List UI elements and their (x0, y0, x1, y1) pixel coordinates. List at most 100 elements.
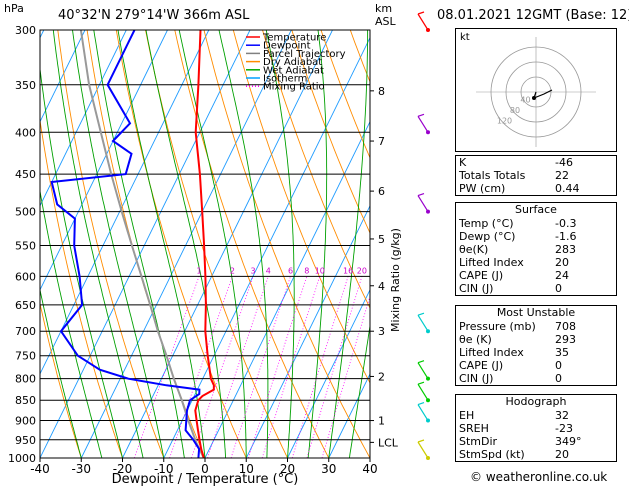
mixing-ratio-label: 8 (304, 266, 309, 275)
isotherm-line (40, 30, 86, 123)
hodograph-ring-label: 80 (510, 106, 520, 115)
index-row-totals: Totals Totals 22 (456, 169, 616, 182)
legend-entry: Mixing Ratio (263, 82, 325, 93)
km-tick-label: 4 (378, 280, 385, 293)
x-axis-label: Dewpoint / Temperature (°C) (112, 472, 299, 486)
mixing-ratio-lines: 1 2 3 4 6 8 10 16 20 25 (133, 266, 381, 458)
most-unstable-table: Most Unstable Pressure (mb) 708 θe (K) 293 L… (455, 305, 617, 386)
wet-adiabat-line (265, 30, 295, 458)
wind-barb-flag (417, 360, 425, 364)
surface-table: Surface Temp (°C) -0.3 Dewp (°C) -1.6 θe(K) 2… (455, 202, 617, 296)
index-label: PW (cm) (459, 182, 506, 195)
pressure-tick-label: 750 (15, 350, 36, 363)
surface-title: Surface (515, 203, 557, 216)
row-value: 35 (555, 346, 569, 359)
x-tick-label: 30 (321, 462, 336, 476)
row-value: 708 (555, 320, 576, 333)
row-value: 20 (555, 256, 569, 269)
table-row: CIN (J) 0 (456, 282, 616, 295)
index-row-pw: PW (cm) 0.44 (456, 182, 616, 195)
km-tick-label: 7 (378, 135, 385, 148)
table-row: θe (K) 293 (456, 333, 616, 346)
mixing-ratio-label: 2 (230, 266, 235, 275)
wind-barb (417, 115, 429, 133)
isotherm-line (40, 30, 251, 458)
table-row: StmSpd (kt) 20 (456, 448, 616, 461)
km-tick-label: 5 (378, 233, 385, 246)
wet-adiabat-line (348, 323, 370, 458)
row-label: StmDir (459, 435, 498, 448)
index-value: 22 (555, 169, 569, 182)
row-value: -23 (555, 422, 573, 435)
wind-barb (417, 195, 429, 212)
most-unstable-rows: Pressure (mb) 708 θe (K) 293 Lifted Index 35 C… (456, 320, 616, 385)
wind-barbs (417, 11, 430, 460)
row-value: 0 (555, 359, 562, 372)
sounding-profiles (50, 30, 215, 458)
row-value: 32 (555, 409, 569, 422)
hodograph-ring-label: 120 (497, 117, 512, 126)
row-value: 24 (555, 269, 569, 282)
table-row: EH 32 (456, 409, 616, 422)
row-value: -1.6 (555, 230, 577, 243)
wet-adiabat-line (72, 30, 165, 458)
row-label: Dewp (°C) (459, 230, 516, 243)
pressure-tick-label: 350 (15, 79, 36, 92)
row-value: 349° (555, 435, 582, 448)
row-value: 283 (555, 243, 576, 256)
row-label: θe (K) (459, 333, 492, 346)
mixing-ratio-label: 25 (371, 266, 381, 275)
pressure-tick-label: 600 (15, 270, 36, 283)
row-label: SREH (459, 422, 489, 435)
index-value: 0.44 (555, 182, 580, 195)
row-value: 0 (555, 282, 562, 295)
storm-motion-marker (532, 96, 536, 100)
wet-adiabat-line (328, 30, 369, 458)
row-label: Pressure (mb) (459, 320, 536, 333)
hodograph-ring-label: 40 (520, 96, 530, 105)
legend-entry: Temperature (262, 33, 326, 44)
most-unstable-title: Most Unstable (496, 306, 576, 319)
x-tick-label: -10 (154, 462, 174, 476)
row-label: Temp (°C) (459, 217, 514, 230)
wind-barb (417, 13, 429, 31)
row-label: Lifted Index (459, 256, 524, 269)
x-tick-label: 20 (280, 462, 295, 476)
isotherm-line (163, 36, 370, 458)
pressure-tick-label: 500 (15, 206, 36, 219)
x-tick-label: -20 (113, 462, 133, 476)
mixing-ratio-axis-label: Mixing Ratio (g/kg) (389, 228, 402, 332)
row-label: CIN (J) (459, 282, 494, 295)
pressure-tick-label: 550 (15, 239, 36, 252)
mixing-ratio-label: 10 (315, 266, 325, 275)
row-value: 293 (555, 333, 576, 346)
parcel-trajectory-line (79, 30, 205, 458)
dry-adiabat-line (291, 30, 370, 235)
dry-adiabat-line (320, 30, 370, 159)
legend-entry: Dry Adiabat (263, 57, 322, 68)
pressure-tick-label: 650 (15, 299, 36, 312)
isotherm-lines (40, 30, 370, 458)
x-tick-label: 0 (201, 462, 209, 476)
isotherm-line (40, 30, 210, 375)
wind-barb (417, 314, 429, 332)
row-label: CAPE (J) (459, 269, 504, 282)
table-row: StmDir 349° (456, 435, 616, 448)
index-value: -46 (555, 156, 573, 169)
mixing-ratio-label: 3 (251, 266, 256, 275)
wind-barb (417, 441, 429, 459)
table-row: θe(K) 283 (456, 243, 616, 256)
wind-barb-flag (417, 401, 425, 406)
table-row: Lifted Index 35 (456, 346, 616, 359)
wind-barb-flag (417, 312, 425, 316)
pressure-tick-label: 900 (15, 415, 36, 428)
mixing-ratio-label: 4 (266, 266, 271, 275)
wind-barb-flag (417, 439, 425, 443)
hodograph-trace (533, 89, 553, 100)
x-tick-label: -40 (30, 462, 50, 476)
location-title: 40°32'N 279°14'W 366m ASL (58, 8, 250, 23)
row-label: θe(K) (459, 243, 489, 256)
legend-entry: Wet Adiabat (263, 65, 324, 76)
